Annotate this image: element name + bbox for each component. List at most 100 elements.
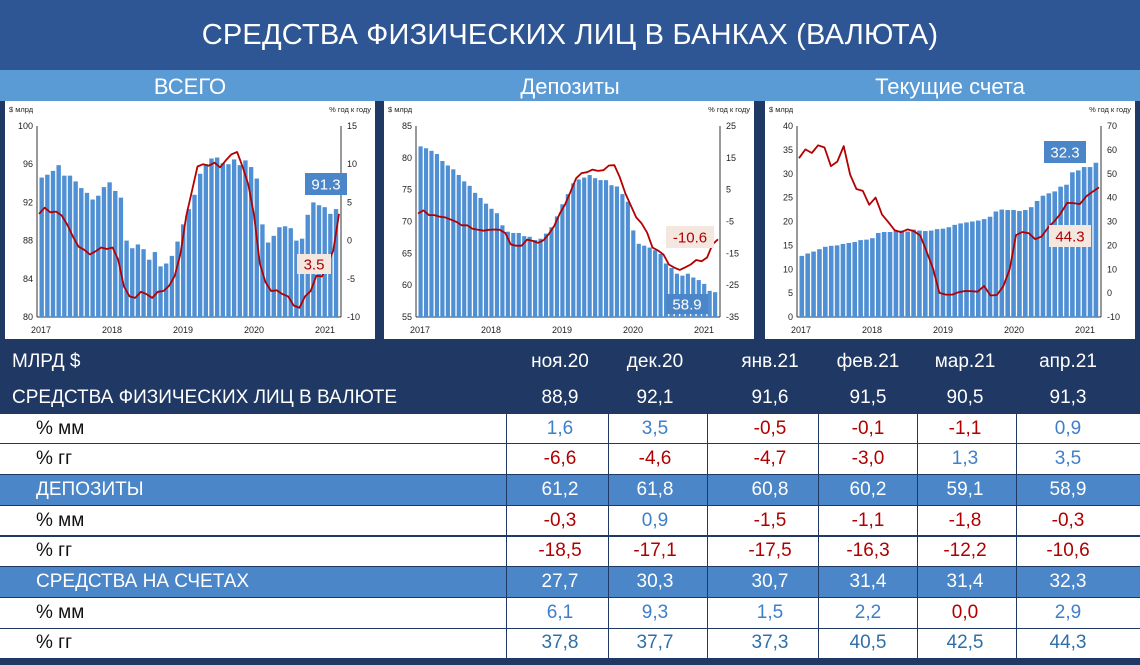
y-left-tick: 70 bbox=[402, 217, 412, 227]
chart-bar bbox=[875, 232, 881, 317]
chart-bar bbox=[554, 216, 560, 317]
chart-bar bbox=[192, 194, 197, 317]
chart-bar bbox=[811, 251, 816, 317]
x-tick-label: 2019 bbox=[552, 325, 572, 335]
chart-bar bbox=[90, 199, 95, 317]
value-callout-label: 44.3 bbox=[1055, 229, 1084, 246]
y-left-tick: 96 bbox=[23, 159, 33, 169]
table-unit-label: МЛРД $ bbox=[12, 350, 81, 372]
chart-bar bbox=[642, 245, 647, 317]
chart-bar bbox=[434, 154, 440, 317]
value-callout-label: 3.5 bbox=[304, 257, 325, 274]
chart-bar bbox=[445, 165, 450, 317]
chart-bar bbox=[226, 164, 231, 317]
chart-bar bbox=[203, 164, 209, 317]
chart-bar bbox=[500, 225, 505, 317]
table-row-label: % мм bbox=[36, 417, 85, 439]
chart-bar bbox=[107, 182, 112, 317]
y-right-tick: 25 bbox=[726, 121, 736, 131]
chart-bar bbox=[653, 250, 658, 317]
chart-bar bbox=[864, 239, 869, 317]
chart-bar bbox=[1028, 207, 1034, 317]
y-right-tick: 10 bbox=[347, 159, 357, 169]
table-cell: -6,6 bbox=[543, 448, 577, 470]
chart-bar bbox=[462, 181, 467, 317]
chart-bar bbox=[333, 209, 339, 317]
chart-bar bbox=[39, 177, 44, 317]
x-tick-label: 2017 bbox=[410, 325, 430, 335]
chart-bar bbox=[928, 230, 934, 317]
y-left-tick: 30 bbox=[783, 169, 793, 179]
chart-bar bbox=[981, 219, 987, 317]
y-right-tick: -10 bbox=[347, 312, 360, 322]
chart-bar bbox=[1023, 210, 1028, 317]
chart-bar bbox=[271, 235, 276, 317]
column-separator bbox=[608, 383, 609, 662]
table-cell: 60,8 bbox=[751, 478, 789, 500]
table-row: % гг -18,5 -17,1 -17,5 -16,3 -12,2 -10,6 bbox=[0, 536, 1140, 567]
chart-bar bbox=[1017, 210, 1022, 317]
x-tick-label: 2018 bbox=[481, 325, 501, 335]
table-cell: -0,3 bbox=[1051, 509, 1085, 531]
chart-bar bbox=[147, 259, 152, 317]
table-cell: 0,0 bbox=[951, 601, 979, 623]
chart-bar bbox=[135, 244, 141, 317]
chart-bar bbox=[505, 231, 510, 317]
chart-bar bbox=[887, 232, 893, 317]
chart-bar bbox=[237, 165, 242, 317]
y-right-tick: 40 bbox=[1107, 193, 1117, 203]
table-cell: 3,5 bbox=[641, 417, 669, 439]
chart-bar bbox=[881, 232, 887, 317]
table-cell: -17,1 bbox=[633, 540, 677, 562]
table-row-label: СРЕДСТВА НА СЧЕТАХ bbox=[36, 571, 250, 593]
table-row: ДЕПОЗИТЫ 61,2 61,8 60,8 60,2 59,1 58,9 bbox=[0, 475, 1140, 505]
table-cell: 27,7 bbox=[541, 571, 579, 593]
chart-bar bbox=[130, 248, 135, 317]
chart-bar bbox=[946, 227, 952, 317]
table-cell: 2,9 bbox=[1054, 601, 1082, 623]
chart-bar bbox=[50, 170, 56, 317]
table-row: % мм 1,6 3,5 -0,5 -0,1 -1,1 0,9 bbox=[0, 413, 1140, 444]
chart-bar bbox=[993, 211, 999, 317]
chart-bar bbox=[964, 222, 969, 317]
y-left-tick: 80 bbox=[402, 153, 412, 163]
y-right-tick: -5 bbox=[726, 217, 734, 227]
y-right-tick: -10 bbox=[1107, 312, 1120, 322]
table-header-row: МЛРД $ ноя.20 дек.20 янв.21 фев.21 мар.21 апр.… bbox=[0, 340, 1140, 383]
chart-title-accounts: Текущие счета bbox=[875, 74, 1025, 99]
chart-bar bbox=[571, 183, 576, 317]
table-cell: 60,2 bbox=[849, 478, 887, 500]
chart-bar bbox=[62, 175, 67, 317]
table-cell: 37,8 bbox=[541, 632, 579, 654]
value-callout-box bbox=[666, 294, 708, 314]
x-tick-label: 2017 bbox=[31, 325, 51, 335]
y-left-tick: 20 bbox=[783, 217, 793, 227]
yoy-line bbox=[417, 164, 719, 271]
table-row-label: % гг bbox=[36, 448, 73, 470]
table-cell: -17,5 bbox=[748, 540, 792, 562]
value-callout-label: -10.6 bbox=[673, 230, 707, 247]
ylabel-right: % год к году bbox=[329, 105, 371, 114]
table-column-header: дек.20 bbox=[626, 350, 684, 372]
chart-bar bbox=[1052, 191, 1058, 317]
chart-bar bbox=[899, 230, 905, 317]
y-left-tick: 10 bbox=[783, 264, 793, 274]
y-left-tick: 25 bbox=[783, 193, 793, 203]
chart-bar bbox=[1011, 210, 1016, 317]
chart-bar bbox=[1034, 200, 1040, 317]
table-cell: 0,9 bbox=[641, 509, 669, 531]
x-tick-label: 2021 bbox=[694, 325, 714, 335]
x-tick-label: 2019 bbox=[173, 325, 193, 335]
chart-bar bbox=[834, 245, 840, 317]
page-title: СРЕДСТВА ФИЗИЧЕСКИХ ЛИЦ В БАНКАХ (ВАЛЮТА… bbox=[0, 0, 1140, 70]
y-right-tick: 5 bbox=[347, 197, 352, 207]
chart-bar bbox=[905, 231, 910, 317]
chart-bar bbox=[489, 208, 494, 317]
table-cell: 61,8 bbox=[636, 478, 674, 500]
chart-bar bbox=[209, 158, 214, 317]
table-cell: -4,6 bbox=[638, 448, 672, 470]
chart-bar bbox=[141, 249, 146, 317]
chart-bar bbox=[598, 180, 603, 317]
y-right-tick: 10 bbox=[1107, 264, 1117, 274]
chart-bar bbox=[1058, 186, 1063, 317]
